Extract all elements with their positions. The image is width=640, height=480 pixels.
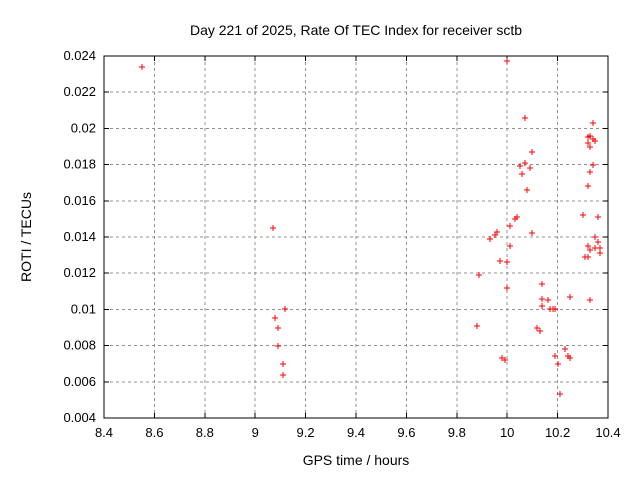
data-point-marker — [275, 325, 281, 331]
data-point-marker — [585, 140, 591, 146]
data-point-marker — [504, 58, 510, 64]
chart-title: Day 221 of 2025, Rate Of TEC Index for r… — [189, 22, 522, 38]
data-point-marker — [580, 212, 586, 218]
y-tick-label: 0.022 — [63, 84, 96, 99]
data-point-marker — [585, 183, 591, 189]
data-point-marker — [524, 187, 530, 193]
data-point-marker — [280, 372, 286, 378]
data-point-marker — [539, 296, 545, 302]
y-tick-label: 0.004 — [63, 410, 96, 425]
data-point-marker — [537, 328, 543, 334]
data-point-marker — [590, 120, 596, 126]
data-point-marker — [567, 355, 573, 361]
data-point-marker — [502, 357, 508, 363]
x-axis-label: GPS time / hours — [302, 452, 410, 468]
data-point-marker — [562, 346, 568, 352]
x-tick-label: 9.4 — [347, 425, 365, 440]
data-point-marker — [282, 306, 288, 312]
data-point-marker — [534, 325, 540, 331]
data-point-marker — [567, 294, 573, 300]
data-point-marker — [587, 133, 593, 139]
y-tick-label: 0.008 — [63, 338, 96, 353]
x-tick-label: 9 — [252, 425, 259, 440]
y-tick-label: 0.012 — [63, 265, 96, 280]
x-tick-label: 8.6 — [145, 425, 163, 440]
x-tick-label: 8.8 — [196, 425, 214, 440]
data-point-marker — [595, 239, 601, 245]
x-tick-label: 8.4 — [95, 425, 113, 440]
data-point-marker — [476, 272, 482, 278]
y-tick-label: 0.006 — [63, 374, 96, 389]
data-point-marker — [487, 236, 493, 242]
data-point-marker — [585, 254, 591, 260]
data-point-marker — [539, 281, 545, 287]
data-point-marker — [539, 303, 545, 309]
data-point-marker — [597, 250, 603, 256]
data-point-marker — [522, 115, 528, 121]
x-tick-label: 10 — [500, 425, 514, 440]
data-point-marker — [585, 243, 591, 249]
data-point-marker — [529, 230, 535, 236]
data-point-marker — [552, 353, 558, 359]
data-point-marker — [552, 306, 558, 312]
y-tick-label: 0.02 — [71, 120, 96, 135]
data-point-marker — [504, 285, 510, 291]
data-point-marker — [139, 64, 145, 70]
data-point-marker — [507, 223, 513, 229]
data-point-marker — [519, 171, 525, 177]
y-tick-label: 0.018 — [63, 157, 96, 172]
x-tick-label: 10.2 — [545, 425, 570, 440]
data-point-marker — [587, 297, 593, 303]
data-point-marker — [587, 247, 593, 253]
y-tick-label: 0.014 — [63, 229, 96, 244]
data-point-marker — [592, 234, 598, 240]
data-point-marker — [592, 138, 598, 144]
y-tick-label: 0.016 — [63, 193, 96, 208]
data-point-marker — [474, 323, 480, 329]
data-point-marker — [557, 391, 563, 397]
x-tick-label: 9.6 — [397, 425, 415, 440]
data-point-marker — [555, 361, 561, 367]
y-tick-label: 0.024 — [63, 48, 96, 63]
x-tick-label: 9.2 — [297, 425, 315, 440]
x-tick-label: 10.4 — [595, 425, 620, 440]
data-point-marker — [272, 315, 278, 321]
data-point-marker — [517, 163, 523, 169]
data-point-marker — [545, 297, 551, 303]
data-point-marker — [522, 160, 528, 166]
data-point-marker — [527, 165, 533, 171]
data-point-marker — [494, 229, 500, 235]
data-point-marker — [504, 259, 510, 265]
data-point-marker — [587, 144, 593, 150]
x-tick-label: 9.8 — [448, 425, 466, 440]
data-point-marker — [587, 169, 593, 175]
data-point-marker — [529, 149, 535, 155]
data-point-marker — [497, 258, 503, 264]
data-point-marker — [514, 214, 520, 220]
data-point-marker — [275, 343, 281, 349]
data-point-marker — [507, 243, 513, 249]
y-tick-label: 0.01 — [71, 301, 96, 316]
data-point-marker — [590, 162, 596, 168]
data-point-marker — [595, 214, 601, 220]
data-point-marker — [270, 225, 276, 231]
data-point-marker — [280, 361, 286, 367]
